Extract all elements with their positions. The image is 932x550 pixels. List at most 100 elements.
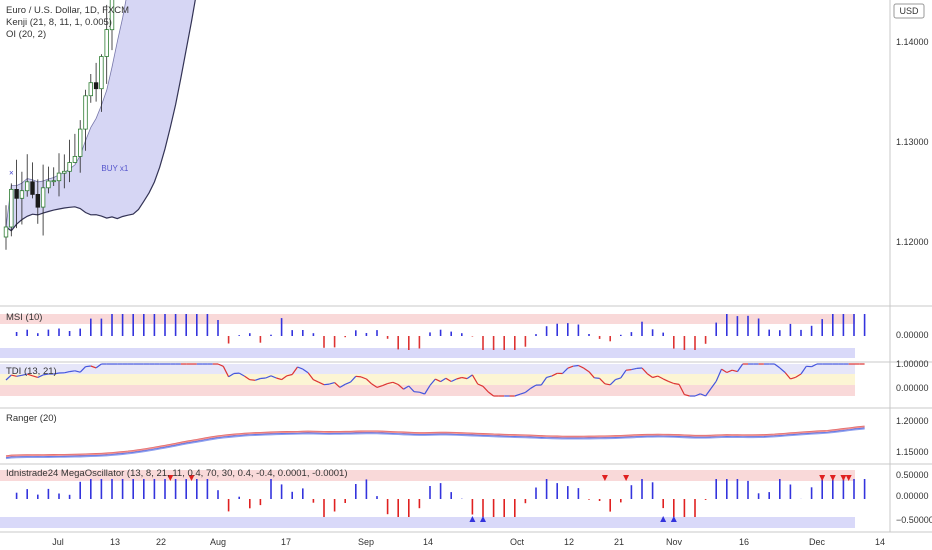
tdi-segment xyxy=(382,383,388,387)
tdi-segment xyxy=(339,383,346,388)
tdi-segment xyxy=(276,377,282,381)
tdi-segment xyxy=(440,377,447,383)
tdi-segment xyxy=(641,367,648,375)
candle xyxy=(24,181,30,192)
tdi-segment xyxy=(260,377,266,380)
tdi-segment xyxy=(297,366,304,370)
tdi-segment xyxy=(784,372,791,380)
candle xyxy=(3,226,9,238)
tdi-segment xyxy=(238,372,245,377)
tdi-segment xyxy=(371,383,378,388)
msi-upper-zone xyxy=(0,314,855,324)
tdi-segment xyxy=(471,374,479,385)
mega-sell-triangle xyxy=(845,475,852,481)
ranger-lines xyxy=(5,425,865,460)
tdi-segment xyxy=(657,375,664,380)
tdi-segment xyxy=(90,365,97,369)
tdi-segment xyxy=(466,374,473,380)
candle xyxy=(99,56,104,90)
time-tick-label: 14 xyxy=(875,537,885,547)
candle xyxy=(62,170,67,174)
tdi-segment xyxy=(710,380,717,389)
candle xyxy=(51,180,56,183)
tdi-segment xyxy=(461,376,468,380)
tdi-segment xyxy=(32,375,38,378)
tdi-segment xyxy=(249,379,256,381)
currency-button[interactable] xyxy=(893,3,925,19)
tdi-segment xyxy=(302,368,309,374)
tdi-segment xyxy=(599,377,606,385)
tdi-segment xyxy=(37,374,44,378)
tdi-segment xyxy=(228,372,235,378)
tdi-segment xyxy=(392,381,399,386)
tdi-segment xyxy=(700,393,706,397)
tdi-segment xyxy=(668,380,675,385)
tdi-segment xyxy=(397,384,404,390)
tdi-segment xyxy=(705,388,712,397)
tdi-segment xyxy=(408,385,415,393)
tdi-segment xyxy=(355,375,362,378)
tdi-segment xyxy=(376,385,383,388)
tdi-segment xyxy=(736,363,744,372)
tdi-segment xyxy=(21,373,28,376)
time-tick-label: 13 xyxy=(110,537,120,547)
candle xyxy=(14,188,19,199)
tdi-segment xyxy=(445,377,452,383)
time-tick-label: Dec xyxy=(809,537,826,547)
time-tick-label: Oct xyxy=(510,537,525,547)
tdi-segment xyxy=(673,382,680,385)
tdi-segment xyxy=(609,379,616,386)
tdi-segment xyxy=(254,377,261,381)
time-tick-label: Sep xyxy=(358,537,374,547)
candle xyxy=(72,155,78,163)
tdi-upper-zone xyxy=(0,364,855,374)
tdi-segment xyxy=(27,373,33,377)
time-tick-label: 21 xyxy=(614,537,624,547)
tdi-segment xyxy=(435,378,441,383)
tdi-segment xyxy=(626,369,632,371)
oi-lower-line xyxy=(5,0,196,232)
tdi-segment xyxy=(694,393,701,397)
tdi-segment xyxy=(350,375,357,383)
mega-upper-zone xyxy=(0,470,855,481)
tdi-segment xyxy=(790,376,796,380)
mega-sell-triangle xyxy=(819,475,826,481)
candle xyxy=(78,128,83,157)
tdi-segment xyxy=(525,387,532,393)
tdi-segment xyxy=(477,383,484,387)
mega-sell-triangle xyxy=(829,475,836,481)
candles-layer xyxy=(3,0,115,250)
axes-layer: 1.212501.210001.200001.190001.180001.170… xyxy=(52,37,932,547)
tdi-segment xyxy=(646,373,653,378)
tdi-segment xyxy=(684,394,690,397)
candle xyxy=(40,187,46,208)
signals-layer: BUY x1BUY x1BUY x1BUY x1BUY x1BUY x1BUY … xyxy=(9,164,129,177)
tdi-segment xyxy=(588,371,595,379)
candle xyxy=(88,82,93,97)
tdi-segment xyxy=(222,366,230,378)
mega-pane-title: Idnistrade24 MegaOscillator (13, 8, 21, … xyxy=(6,468,348,479)
tdi-segment xyxy=(578,364,584,369)
tdi-segment xyxy=(387,381,394,385)
ranger-lower-line xyxy=(5,428,865,460)
pane-tick-label: 0.00000 xyxy=(896,491,929,501)
oi-band-layer xyxy=(5,0,196,232)
chart-title: Euro / U.S. Dollar, 1D, FXCM xyxy=(6,5,129,16)
tdi-segment xyxy=(403,385,410,390)
tdi-segment xyxy=(53,372,60,375)
tdi-segment xyxy=(811,363,818,368)
time-tick-label: 14 xyxy=(423,537,433,547)
time-tick-label: 16 xyxy=(739,537,749,547)
mega-buy-triangle xyxy=(480,516,486,522)
tdi-segment xyxy=(217,363,224,367)
tdi-segment xyxy=(265,375,272,379)
tdi-segment xyxy=(79,366,86,373)
time-tick-label: Jul xyxy=(52,537,64,547)
mega-histogram xyxy=(15,475,866,522)
indicator-kenji-label: Kenji (21, 8, 11, 1, 0.005) xyxy=(6,17,112,28)
time-tick-label: 17 xyxy=(281,537,291,547)
tdi-segment xyxy=(313,379,319,383)
mega-sell-triangle xyxy=(167,475,174,481)
tdi-line xyxy=(5,363,865,397)
